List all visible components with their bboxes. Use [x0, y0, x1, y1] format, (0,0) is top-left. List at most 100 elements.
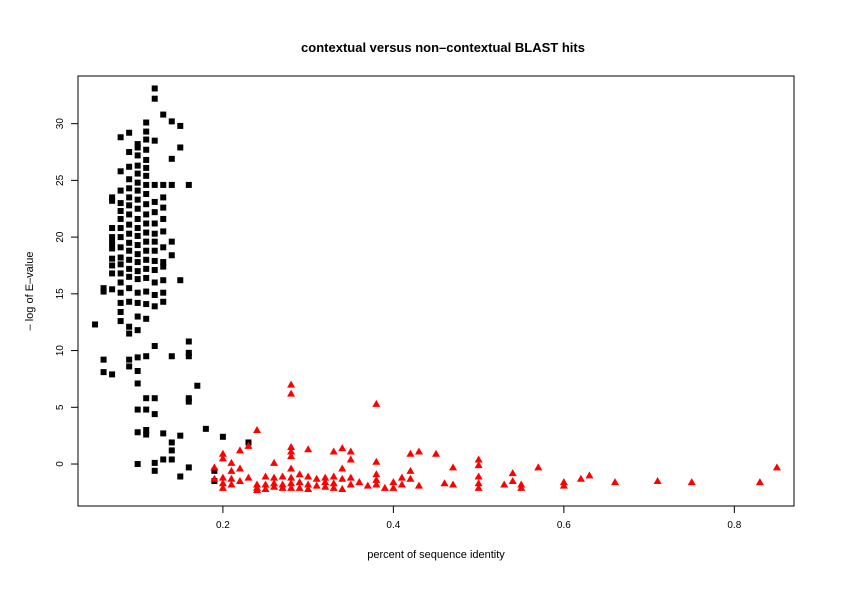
data-point-square — [143, 247, 150, 254]
data-point-square — [160, 456, 167, 463]
data-point-triangle — [397, 480, 406, 488]
data-point-triangle — [287, 380, 296, 388]
data-point-square — [126, 149, 133, 156]
data-point-triangle — [253, 425, 261, 433]
data-point-triangle — [755, 478, 764, 486]
data-point-triangle — [210, 474, 219, 482]
data-point-square — [151, 238, 158, 245]
data-point-square — [134, 251, 141, 258]
data-point-square — [117, 289, 124, 296]
data-point-square — [126, 163, 133, 170]
data-point-square — [126, 298, 133, 305]
data-point-square — [117, 254, 124, 261]
y-axis: 0 5 10 15 20 25 30 — [55, 118, 79, 467]
data-point-triangle — [227, 466, 236, 474]
data-point-square — [143, 172, 150, 179]
data-point-square — [185, 181, 192, 188]
data-point-triangle — [508, 469, 517, 477]
data-point-square — [134, 259, 141, 266]
data-point-triangle — [295, 478, 304, 486]
data-point-triangle — [270, 473, 279, 481]
data-point-triangle — [500, 480, 509, 488]
data-point-triangle — [338, 464, 347, 472]
data-point-square — [109, 262, 116, 269]
data-point-triangle — [329, 472, 338, 480]
y-tick-label: 5 — [55, 404, 66, 410]
data-point-triangle — [372, 475, 381, 483]
data-point-square — [151, 343, 158, 350]
data-point-square — [134, 232, 141, 239]
y-axis-label: – log of E–value — [24, 252, 36, 331]
data-point-square — [126, 247, 133, 254]
data-point-square — [160, 430, 167, 437]
data-point-square — [126, 256, 133, 263]
data-point-square — [126, 239, 133, 246]
data-point-triangle — [304, 445, 313, 453]
data-point-triangle — [474, 472, 483, 480]
data-point-triangle — [406, 474, 415, 482]
data-point-triangle — [414, 447, 423, 455]
data-point-square — [160, 194, 167, 201]
data-point-square — [151, 395, 158, 402]
data-point-triangle — [227, 480, 236, 488]
data-point-square — [219, 433, 226, 440]
data-point-triangle — [474, 479, 483, 487]
data-point-triangle — [210, 463, 219, 471]
data-point-triangle — [449, 480, 458, 488]
data-point-triangle — [474, 461, 483, 469]
data-point-triangle — [295, 470, 304, 478]
data-point-square — [168, 252, 175, 259]
data-point-square — [143, 146, 150, 153]
data-point-square — [126, 176, 133, 183]
data-point-square — [134, 276, 141, 283]
data-point-square — [160, 259, 167, 266]
data-point-square — [117, 208, 124, 215]
data-point-square — [134, 289, 141, 296]
data-point-square — [117, 299, 124, 306]
data-point-square — [117, 215, 124, 222]
data-point-square — [117, 168, 124, 175]
data-point-triangle — [474, 455, 483, 463]
data-point-square — [134, 327, 141, 334]
data-point-square — [134, 179, 141, 186]
data-point-triangle — [389, 478, 398, 486]
data-point-square — [134, 429, 141, 436]
data-point-triangle — [687, 478, 696, 486]
data-point-square — [185, 353, 192, 360]
data-point-square — [143, 211, 150, 218]
data-point-square — [134, 152, 141, 159]
data-point-triangle — [312, 481, 321, 489]
data-point-triangle — [346, 473, 355, 481]
data-point-square — [151, 467, 158, 474]
data-point-square — [160, 244, 167, 251]
data-point-square — [126, 185, 133, 192]
y-tick-label: 20 — [55, 231, 66, 243]
data-point-square — [168, 447, 175, 454]
y-tick-label: 25 — [55, 174, 66, 186]
data-point-square — [134, 354, 141, 361]
data-point-square — [134, 187, 141, 194]
data-point-triangle — [270, 482, 279, 490]
x-tick-label: 0.4 — [386, 520, 400, 531]
data-point-square — [160, 215, 167, 222]
data-point-triangle — [321, 482, 330, 490]
data-point-square — [134, 196, 141, 203]
data-point-square — [134, 170, 141, 177]
data-point-square — [151, 198, 158, 205]
data-point-square — [126, 202, 133, 209]
y-tick-label: 15 — [55, 288, 66, 300]
data-point-square — [151, 220, 158, 227]
data-point-triangle — [346, 447, 355, 455]
data-point-square — [100, 356, 107, 363]
data-point-square — [143, 406, 150, 413]
data-point-triangle — [287, 473, 296, 481]
data-point-square — [117, 225, 124, 232]
data-point-triangle — [295, 483, 304, 491]
data-point-triangle — [329, 447, 338, 455]
data-point-triangle — [218, 473, 227, 481]
data-point-square — [126, 273, 133, 280]
data-point-square — [134, 299, 141, 306]
data-point-square — [109, 239, 116, 246]
data-point-square — [134, 380, 141, 387]
data-point-triangle — [304, 472, 313, 480]
